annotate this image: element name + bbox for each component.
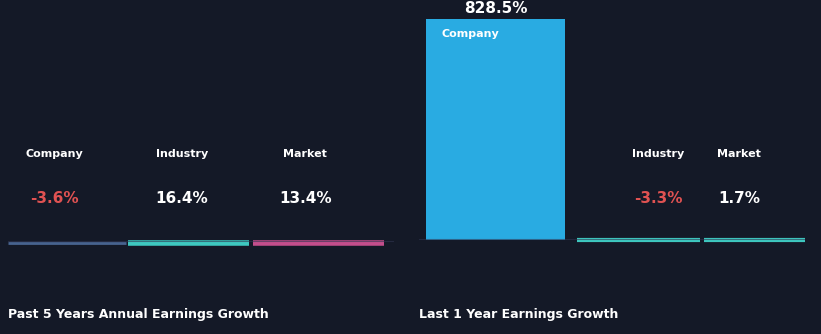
Text: Company: Company bbox=[442, 29, 500, 39]
Text: Past 5 Years Annual Earnings Growth: Past 5 Years Annual Earnings Growth bbox=[8, 308, 269, 321]
Bar bbox=[426, 19, 566, 240]
Text: Market: Market bbox=[717, 149, 761, 159]
Text: Company: Company bbox=[25, 149, 84, 159]
Text: Last 1 Year Earnings Growth: Last 1 Year Earnings Growth bbox=[419, 308, 618, 321]
Text: 16.4%: 16.4% bbox=[155, 191, 209, 206]
Text: Industry: Industry bbox=[632, 149, 684, 159]
Text: -3.3%: -3.3% bbox=[634, 191, 682, 206]
Text: 828.5%: 828.5% bbox=[464, 1, 528, 16]
Text: 13.4%: 13.4% bbox=[279, 191, 332, 206]
Text: Market: Market bbox=[283, 149, 328, 159]
Text: 1.7%: 1.7% bbox=[718, 191, 760, 206]
Text: Industry: Industry bbox=[156, 149, 208, 159]
Text: -3.6%: -3.6% bbox=[30, 191, 79, 206]
